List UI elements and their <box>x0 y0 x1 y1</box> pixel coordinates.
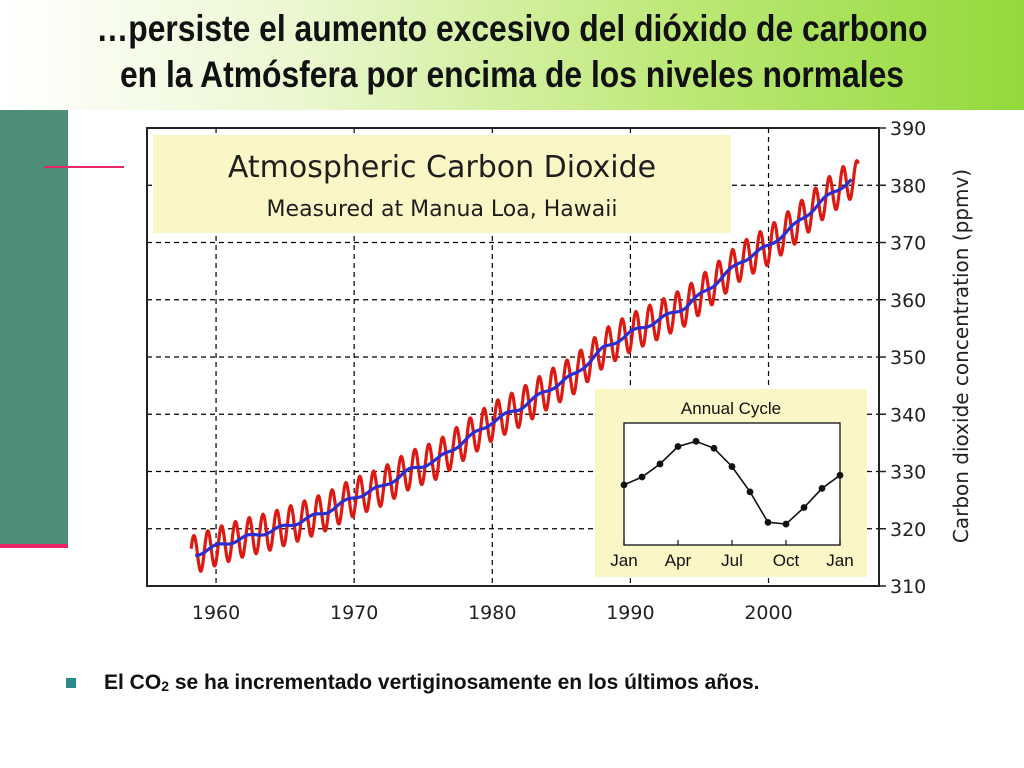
chart-title: Atmospheric Carbon Dioxide <box>228 150 656 185</box>
inset-title: Annual Cycle <box>681 399 781 418</box>
inset-x-tick-label: Apr <box>665 551 692 570</box>
bullet-text-rest: se ha incrementado vertiginosamente en l… <box>168 671 760 694</box>
y-tick-label: 340 <box>890 404 926 426</box>
inset-x-tick-labels: Jan Apr Jul Oct Jan <box>610 540 854 570</box>
annual-cycle-point <box>620 481 628 489</box>
y-axis-label: Carbon dioxide concentration (ppmv) <box>949 169 973 543</box>
y-tick-label: 360 <box>890 290 926 312</box>
x-tick-labels: 1960 1970 1980 1990 2000 <box>192 602 793 624</box>
annual-cycle-point <box>674 443 682 450</box>
bullet-text-prefix: El CO <box>104 671 162 694</box>
y-tick-label: 330 <box>890 462 926 484</box>
y-tick-label: 320 <box>890 519 926 541</box>
annual-cycle-point <box>656 460 664 468</box>
inset-plot-area <box>623 422 841 546</box>
annual-cycle-point <box>782 520 790 528</box>
slide-title-line-2: en la Atmósfera por encima de los nivele… <box>119 54 904 95</box>
title-band: …persiste el aumento excesivo del dióxid… <box>0 0 1024 110</box>
x-tick-label: 1970 <box>330 602 378 624</box>
bullet-point: El CO 2 se ha incrementado vertiginosame… <box>66 668 759 698</box>
annual-cycle-point <box>836 471 844 479</box>
chart-series <box>189 159 860 573</box>
x-tick-label: 1960 <box>192 602 240 624</box>
inset-x-tick-label: Jul <box>721 551 743 570</box>
side-decoration-bar <box>0 110 68 544</box>
y-tick-label: 390 <box>890 118 926 140</box>
annual-cycle-point <box>692 437 700 445</box>
y-tick-label: 350 <box>890 347 926 369</box>
accent-line <box>44 166 124 168</box>
side-decoration-underline <box>0 544 68 548</box>
x-tick-label: 1990 <box>606 602 654 624</box>
y-tick-label: 310 <box>890 576 926 598</box>
y-tick-label: 380 <box>890 175 926 197</box>
annual-cycle-point <box>710 444 718 452</box>
annual-cycle-point <box>638 473 646 481</box>
y-tick-labels: 310 320 330 340 350 360 370 380 390 <box>879 118 926 598</box>
y-tick-label: 370 <box>890 233 926 255</box>
slide-title: …persiste el aumento excesivo del dióxid… <box>72 6 953 98</box>
chart-title-background <box>153 135 731 233</box>
annual-cycle-point <box>800 504 808 511</box>
inset-x-tick-label: Oct <box>773 551 800 570</box>
x-tick-label: 2000 <box>744 602 792 624</box>
slide-title-line-1: …persiste el aumento excesivo del dióxid… <box>96 8 928 49</box>
x-tick-label: 1980 <box>468 602 516 624</box>
inset-x-tick-label: Jan <box>826 551 853 570</box>
annual-cycle-point <box>746 488 754 496</box>
inset-series <box>620 437 844 528</box>
chart-subtitle: Measured at Manua Loa, Hawaii <box>267 197 618 222</box>
bullet-marker <box>66 678 76 688</box>
bullet-text-subscript: 2 <box>161 678 169 694</box>
chart-title-box: Atmospheric Carbon Dioxide Measured at M… <box>153 135 731 233</box>
annual-cycle-inset: Annual Cycle Jan Apr Jul Oct Jan <box>595 389 867 577</box>
annual-cycle-point <box>764 518 772 526</box>
annual-cycle-point <box>818 484 826 492</box>
inset-x-tick-label: Jan <box>610 551 637 570</box>
seasonal-co2-line <box>189 159 860 573</box>
annual-cycle-point <box>728 463 736 470</box>
trend-co2-line <box>195 178 853 558</box>
